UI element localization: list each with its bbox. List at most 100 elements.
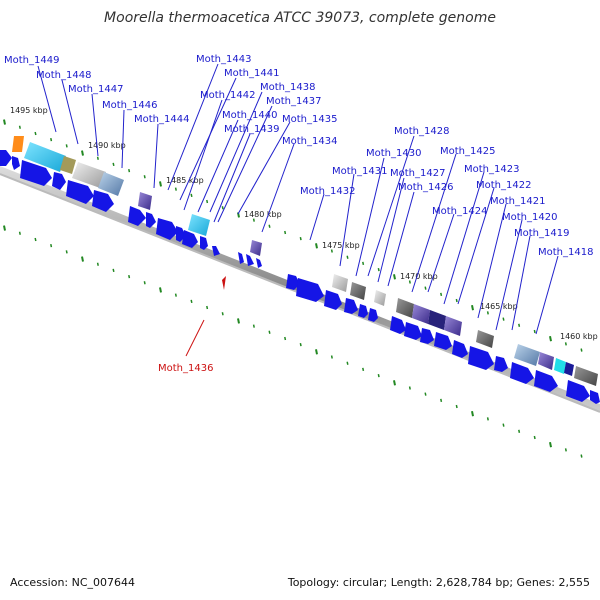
gene-label[interactable]: Moth_1446 xyxy=(102,100,157,111)
gene-label[interactable]: Moth_1449 xyxy=(4,55,59,66)
gene-label[interactable]: Moth_1428 xyxy=(394,126,449,137)
gene-arrow[interactable] xyxy=(358,304,368,318)
gene-arrow[interactable] xyxy=(420,328,434,344)
gene-arrow[interactable] xyxy=(182,230,198,248)
gene-arrow[interactable] xyxy=(494,356,508,372)
gene-label[interactable]: Moth_1425 xyxy=(440,146,495,157)
gene-label[interactable]: Moth_1423 xyxy=(464,164,519,175)
gene-label[interactable]: Moth_1441 xyxy=(224,68,279,79)
gene-label[interactable]: Moth_1427 xyxy=(390,168,445,179)
tick-mark xyxy=(81,256,84,262)
selected-gene-label[interactable]: Moth_1436 xyxy=(158,363,213,374)
gene-label[interactable]: Moth_1448 xyxy=(36,70,91,81)
gene-label[interactable]: Moth_1437 xyxy=(266,96,321,107)
gene-arrow[interactable] xyxy=(146,212,156,228)
gene-box-1428[interactable] xyxy=(374,290,386,306)
gene-arrow[interactable] xyxy=(92,190,114,212)
gene-arrow[interactable] xyxy=(296,278,324,302)
kbp-labels: 1495 kbp 1490 kbp 1485 kbp 1480 kbp 1475… xyxy=(10,106,598,341)
gene-label[interactable]: Moth_1420 xyxy=(502,212,557,223)
gene-arrow[interactable] xyxy=(246,254,254,266)
gene-box-1441[interactable] xyxy=(188,214,210,236)
gene-box-1421[interactable] xyxy=(476,330,494,348)
gene-box-1418c[interactable] xyxy=(574,366,598,386)
tick-mark xyxy=(424,286,427,290)
gene-box-1419[interactable] xyxy=(538,352,554,370)
gene-arrow[interactable] xyxy=(468,346,494,370)
tick-mark xyxy=(206,199,209,204)
gene-arrow[interactable] xyxy=(0,150,12,166)
tick-mark xyxy=(128,274,131,279)
tick-mark xyxy=(190,193,193,197)
gene-arrow[interactable] xyxy=(12,156,20,170)
feature-boxes xyxy=(12,136,598,386)
gene-label[interactable]: Moth_1424 xyxy=(432,206,487,217)
selected-gene-marker[interactable] xyxy=(222,276,226,290)
gene-box-1447[interactable] xyxy=(60,156,76,174)
gene-box-1448[interactable] xyxy=(24,142,66,172)
selected-gene-leader xyxy=(185,319,205,357)
gene-arrow[interactable] xyxy=(20,160,52,186)
gene-arrow[interactable] xyxy=(324,290,342,310)
gene-arrow[interactable] xyxy=(566,380,590,402)
gene-label[interactable]: Moth_1430 xyxy=(366,148,421,159)
leader-line xyxy=(197,119,239,213)
gene-arrow[interactable] xyxy=(510,362,534,384)
gene-box-1426[interactable] xyxy=(396,298,414,318)
gene-box-1424[interactable] xyxy=(428,310,446,330)
gene-label[interactable]: Moth_1431 xyxy=(332,166,387,177)
gene-label[interactable]: Moth_1421 xyxy=(490,196,545,207)
gene-label[interactable]: Moth_1438 xyxy=(260,82,315,93)
gene-arrow[interactable] xyxy=(52,172,66,190)
gene-label[interactable]: Moth_1422 xyxy=(476,180,531,191)
gene-arrow[interactable] xyxy=(390,316,406,334)
tick-mark xyxy=(268,224,271,228)
gene-label[interactable]: Moth_1426 xyxy=(398,182,453,193)
kbp-label: 1480 kbp xyxy=(244,210,282,219)
tick-mark xyxy=(533,435,536,440)
tick-mark xyxy=(377,267,380,272)
gene-box-1418b[interactable] xyxy=(564,362,574,376)
gene-arrow[interactable] xyxy=(534,370,558,392)
gene-label[interactable]: Moth_1432 xyxy=(300,186,355,197)
tick-mark xyxy=(143,281,146,285)
gene-box-1443[interactable] xyxy=(138,192,152,210)
gene-box-1423[interactable] xyxy=(444,316,462,336)
gene-label[interactable]: Moth_1435 xyxy=(282,114,337,125)
gene-label[interactable]: Moth_1440 xyxy=(222,110,277,121)
gene-box-1449[interactable] xyxy=(12,136,24,152)
gene-arrow[interactable] xyxy=(212,246,220,256)
gene-box-1444a[interactable] xyxy=(98,172,124,196)
gene-box-1438[interactable] xyxy=(250,240,262,256)
gene-box-1425[interactable] xyxy=(412,304,430,324)
gene-arrow[interactable] xyxy=(344,298,358,314)
gene-label[interactable]: Moth_1443 xyxy=(196,54,251,65)
gene-arrow[interactable] xyxy=(128,206,146,226)
gene-label[interactable]: Moth_1418 xyxy=(538,247,593,258)
gene-arrow[interactable] xyxy=(368,308,378,322)
tick-mark xyxy=(174,187,177,191)
gene-arrow[interactable] xyxy=(156,218,178,240)
gene-box-1420[interactable] xyxy=(514,344,540,366)
gene-label[interactable]: Moth_1447 xyxy=(68,84,123,95)
gene-label[interactable]: Moth_1439 xyxy=(224,124,279,135)
gene-arrow[interactable] xyxy=(200,236,208,250)
gene-label[interactable]: Moth_1442 xyxy=(200,90,255,101)
gene-box-1446[interactable] xyxy=(72,162,106,188)
gene-arrow[interactable] xyxy=(286,274,300,290)
gene-box-1432[interactable] xyxy=(332,274,348,292)
gene-label[interactable]: Moth_1434 xyxy=(282,136,337,147)
gene-arrow[interactable] xyxy=(404,322,422,340)
gene-box-1418a[interactable] xyxy=(554,358,566,374)
gene-label[interactable]: Moth_1444 xyxy=(134,114,189,125)
gene-arrow[interactable] xyxy=(256,258,262,268)
gene-arrow[interactable] xyxy=(434,332,452,350)
tick-mark xyxy=(346,255,349,259)
gene-arrow[interactable] xyxy=(238,252,244,264)
gene-arrow[interactable] xyxy=(452,340,468,358)
gene-label[interactable]: Moth_1419 xyxy=(514,228,569,239)
gene-box-1430[interactable] xyxy=(350,282,366,300)
gene-arrow[interactable] xyxy=(66,180,94,204)
gene-arrow[interactable] xyxy=(590,390,600,404)
tick-mark xyxy=(315,349,318,355)
